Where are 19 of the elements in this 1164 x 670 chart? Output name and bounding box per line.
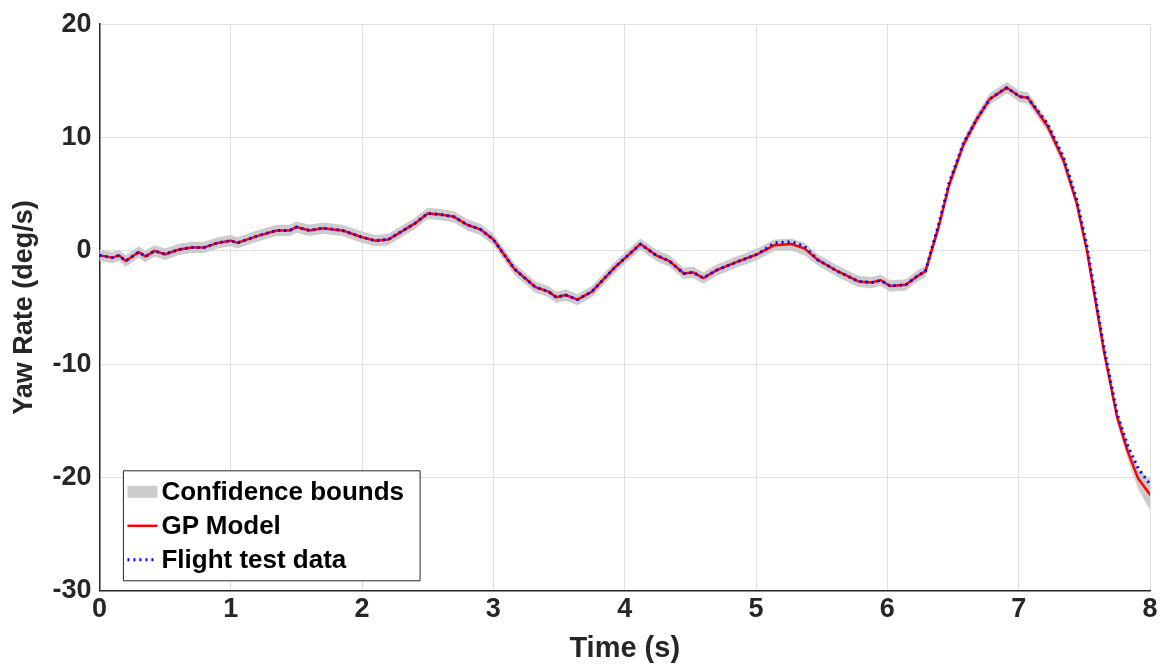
y-tick-label: -30 [52,574,92,605]
x-tick-label: 1 [223,593,239,624]
legend-label: GP Model [161,509,281,540]
x-tick-label: 7 [1011,593,1027,624]
y-tick-label: -20 [52,460,92,491]
annotation: Confidence bounds [161,475,405,506]
y-tick-label: 20 [61,7,92,38]
x-tick-label: 3 [485,593,501,624]
y-tick-label: 0 [76,234,92,265]
x-tick-label: 2 [354,593,370,624]
x-axis-title: Time (s) [569,630,681,663]
y-tick-label: 10 [61,120,92,151]
x-tick-label: 6 [879,593,895,624]
x-tick-label: 5 [748,593,764,624]
x-tick-label: 8 [1142,593,1158,624]
legend-label: Flight test data [161,543,347,574]
x-tick-label: 4 [617,593,633,624]
y-axis-title: Yaw Rate (deg/s) [7,200,38,415]
y-tick-label: -10 [52,347,92,378]
